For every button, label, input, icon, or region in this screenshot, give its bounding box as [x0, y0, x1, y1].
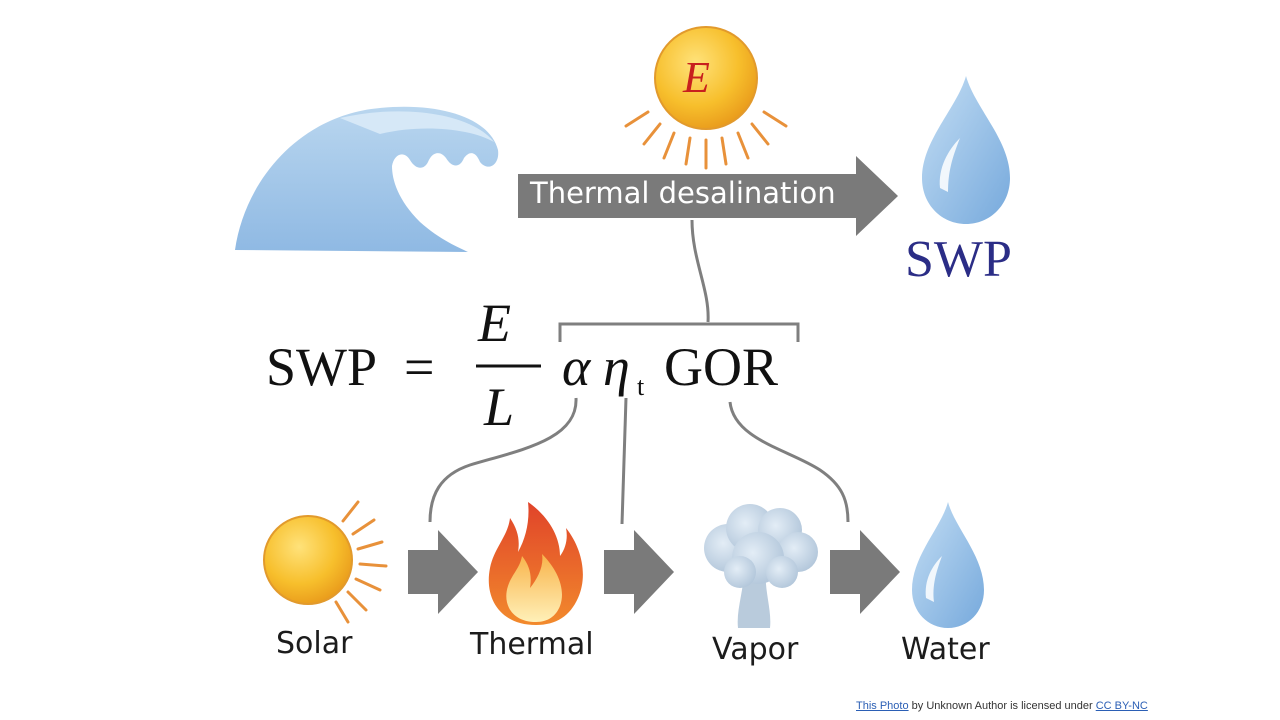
output-label: SWP	[905, 231, 1012, 288]
equation-connectors	[428, 397, 850, 525]
stage-label-thermal: Thermal	[470, 627, 594, 662]
water-drop-icon	[912, 502, 984, 628]
thermal-desalination-arrow	[518, 156, 898, 236]
arrow-solar-to-thermal	[408, 530, 478, 614]
attribution: This Photo by Unknown Author is licensed…	[856, 700, 1148, 712]
energy-symbol: E	[683, 53, 710, 102]
arrow-vapor-to-water	[830, 530, 900, 614]
sun-icon	[263, 500, 388, 624]
photo-link[interactable]: This Photo	[856, 700, 909, 712]
arrow-thermal-to-vapor	[604, 530, 674, 614]
arrow-to-bracket-connector	[690, 219, 710, 323]
flame-icon	[488, 502, 583, 625]
equation-denominator: L	[484, 377, 515, 437]
steam-cloud-icon	[704, 504, 818, 628]
equation-alpha: α	[562, 337, 591, 397]
sun-energy-icon	[624, 26, 788, 170]
equation-eta-subscript: t	[637, 372, 645, 401]
term-bracket	[558, 322, 800, 342]
equation-eta: η	[603, 337, 630, 397]
attribution-text: by Unknown Author is licensed under	[908, 700, 1096, 712]
equation-numerator: E	[478, 293, 511, 353]
water-drop-icon-top	[922, 76, 1010, 224]
stage-label-vapor: Vapor	[712, 632, 799, 667]
wave-icon	[235, 106, 499, 252]
equation-lhs: SWP	[266, 337, 378, 397]
process-label: Thermal desalination	[530, 176, 836, 210]
equation-gor: GOR	[664, 337, 779, 397]
stage-label-water: Water	[901, 632, 990, 667]
stage-label-solar: Solar	[276, 626, 353, 661]
license-link[interactable]: CC BY-NC	[1095, 700, 1148, 712]
equation-equals: =	[404, 337, 435, 397]
